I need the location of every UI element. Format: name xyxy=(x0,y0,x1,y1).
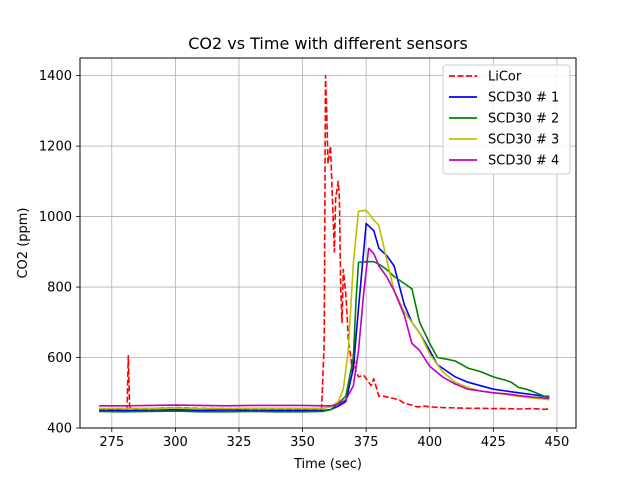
x-tick-label: 450 xyxy=(545,435,570,450)
y-tick-label: 800 xyxy=(47,281,72,296)
series-lines xyxy=(99,74,550,413)
y-tick-label: 1000 xyxy=(39,210,72,225)
x-axis-ticks: 275 300 325 350 375 400 425 450 xyxy=(99,428,569,450)
y-tick-label: 400 xyxy=(47,422,72,437)
x-tick-label: 425 xyxy=(481,435,506,450)
legend-label-0: LiCor xyxy=(488,70,522,85)
x-tick-label: 300 xyxy=(163,435,188,450)
y-tick-label: 600 xyxy=(47,351,72,366)
series-line-2 xyxy=(99,260,550,413)
series-line-4 xyxy=(99,247,550,407)
x-axis-label: Time (sec) xyxy=(293,457,362,472)
plot-frame xyxy=(79,57,577,429)
chart-title: CO2 vs Time with different sensors xyxy=(188,34,468,53)
legend-label-3: SCD30 # 3 xyxy=(488,133,559,148)
x-tick-label: 350 xyxy=(290,435,315,450)
legend-label-2: SCD30 # 2 xyxy=(488,112,559,127)
series-line-1 xyxy=(99,222,550,412)
x-tick-label: 375 xyxy=(354,435,379,450)
y-tick-label: 1400 xyxy=(39,69,72,84)
legend-label-4: SCD30 # 4 xyxy=(488,154,559,169)
x-tick-label: 325 xyxy=(227,435,252,450)
y-axis-ticks: 400 600 800 1000 1200 1400 xyxy=(39,69,80,437)
legend-box xyxy=(442,64,571,175)
legend: LiCor SCD30 # 1 SCD30 # 2 SCD30 # 3 SCD30 # … xyxy=(442,64,571,175)
x-tick-label: 275 xyxy=(99,435,124,450)
legend-label-1: SCD30 # 1 xyxy=(488,91,559,106)
y-tick-label: 1200 xyxy=(39,140,72,155)
x-tick-label: 400 xyxy=(417,435,442,450)
y-axis-label: CO2 (ppm) xyxy=(16,207,31,278)
